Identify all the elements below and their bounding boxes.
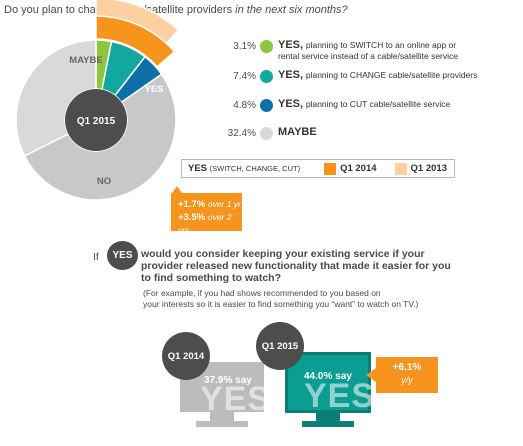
monitor-2015: 44.0% say YES	[285, 352, 374, 415]
monitor-2014-stand	[210, 412, 234, 422]
donut-center-label: Q1 2015	[77, 116, 116, 127]
monitor-2015-watermark: YES	[304, 377, 376, 415]
change-2yr-text: over 2 yrs	[178, 212, 232, 235]
monitor-2014-label: Q1 2014	[162, 332, 210, 380]
monitor-2014: 37.9% say YES	[180, 362, 270, 418]
legend-text: planning to SWITCH to an online app or	[305, 40, 457, 50]
if-word: If	[93, 251, 99, 263]
legend-pct: 4.8%	[233, 100, 256, 111]
legend-label: YES, planning to CUT cable/satellite ser…	[278, 99, 508, 110]
growth-period: y/y	[401, 375, 413, 385]
key-yes-label: YES (SWITCH, CHANGE, CUT)	[188, 163, 300, 174]
pie-slice-3	[15, 39, 97, 157]
change-dot-icon	[260, 70, 273, 83]
yoy-arcs	[95, 0, 180, 68]
change-1yr-value: +1.7%	[178, 199, 206, 210]
example-text: (For example, if you had shows recommend…	[143, 288, 503, 310]
legend-bold: MAYBE	[278, 126, 317, 138]
legend-label: YES, planning to CHANGE cable/satellite …	[278, 70, 508, 81]
example-line-1: (For example, if you had shows recommend…	[143, 288, 381, 298]
donut-center	[65, 89, 127, 151]
question-line-2: provider released new functionality that…	[141, 260, 451, 272]
title-italic: in the next six months?	[235, 4, 348, 16]
yoy-arc-1	[95, 15, 176, 68]
legend-bold: YES,	[278, 98, 304, 110]
legend-label: YES, planning to SWITCH to an online app…	[278, 40, 508, 62]
key-yes: YES	[188, 163, 208, 174]
connector-arrow-icon	[172, 186, 182, 193]
question-text: would you consider keeping your existing…	[141, 248, 491, 284]
monitor-2014-watermark: YES	[200, 380, 272, 418]
no-slice-label: NO	[97, 176, 111, 187]
growth-value: +6.1%	[392, 362, 422, 373]
legend-row-cut: 4.8% YES, planning to CUT cable/satellit…	[224, 99, 508, 112]
yes-change-box: +1.7% over 1 yr +3.5% over 2 yrs	[171, 193, 242, 235]
key-yes-sub: (SWITCH, CHANGE, CUT)	[209, 164, 301, 173]
monitor-2014-base	[196, 421, 248, 427]
key-item-2013: Q1 2013	[394, 162, 447, 175]
monitor-2015-base	[302, 421, 354, 427]
monitor-2015-stand	[316, 413, 340, 422]
cut-dot-icon	[260, 99, 273, 112]
legend-pct: 7.4%	[233, 71, 256, 82]
key-item-2014: Q1 2014	[324, 162, 377, 175]
question-line-3: to find something to watch?	[141, 272, 281, 284]
legend-text2: rental service instead of a cable/satell…	[278, 51, 459, 61]
maybe-dot-icon	[260, 127, 273, 140]
change-line-1: +1.7% over 1 yr	[178, 198, 242, 211]
monitor-2014-value: 37.9% say	[204, 375, 252, 386]
example-line-2: your interests so it is easier to find s…	[143, 299, 419, 309]
swatch-2014-icon	[324, 162, 337, 175]
legend-pct: 32.4%	[227, 128, 256, 139]
monitor-2015-label: Q1 2015	[256, 322, 304, 370]
legend-pct: 3.1%	[233, 41, 256, 52]
growth-box: +6.1% y/y	[376, 357, 438, 393]
change-line-2: +3.5% over 2 yrs	[178, 211, 242, 237]
yes-slice-label: YES	[144, 84, 163, 95]
legend-bold: YES,	[278, 39, 304, 51]
monitor-2015-value: 44.0% say	[304, 371, 352, 382]
key-2014-label: Q1 2014	[340, 163, 377, 174]
legend-row-switch: 3.1% YES, planning to SWITCH to an onlin…	[224, 40, 508, 62]
maybe-slice-label: MAYBE	[69, 55, 102, 66]
key-2013-label: Q1 2013	[410, 163, 447, 174]
legend-row-change: 7.4% YES, planning to CHANGE cable/satel…	[224, 70, 508, 83]
legend-label: MAYBE	[278, 127, 508, 138]
legend-row-maybe: 32.4% MAYBE	[224, 127, 508, 140]
swatch-2013-icon	[394, 162, 407, 175]
switch-dot-icon	[260, 40, 273, 53]
yes-bubble: YES	[107, 241, 138, 270]
yes-key-box: YES (SWITCH, CHANGE, CUT) Q1 2014 Q1 201…	[181, 159, 455, 178]
donut-slices	[15, 39, 177, 201]
question-line-1: would you consider keeping your existing…	[141, 248, 425, 260]
legend-text: planning to CUT cable/satellite service	[305, 99, 451, 109]
key-connector	[172, 186, 182, 193]
legend-text: planning to CHANGE cable/satellite provi…	[305, 70, 478, 80]
legend-bold: YES,	[278, 69, 304, 81]
growth-arrow-icon	[366, 368, 376, 382]
change-2yr-value: +3.5%	[178, 212, 206, 223]
change-1yr-text: over 1 yr	[207, 199, 241, 209]
